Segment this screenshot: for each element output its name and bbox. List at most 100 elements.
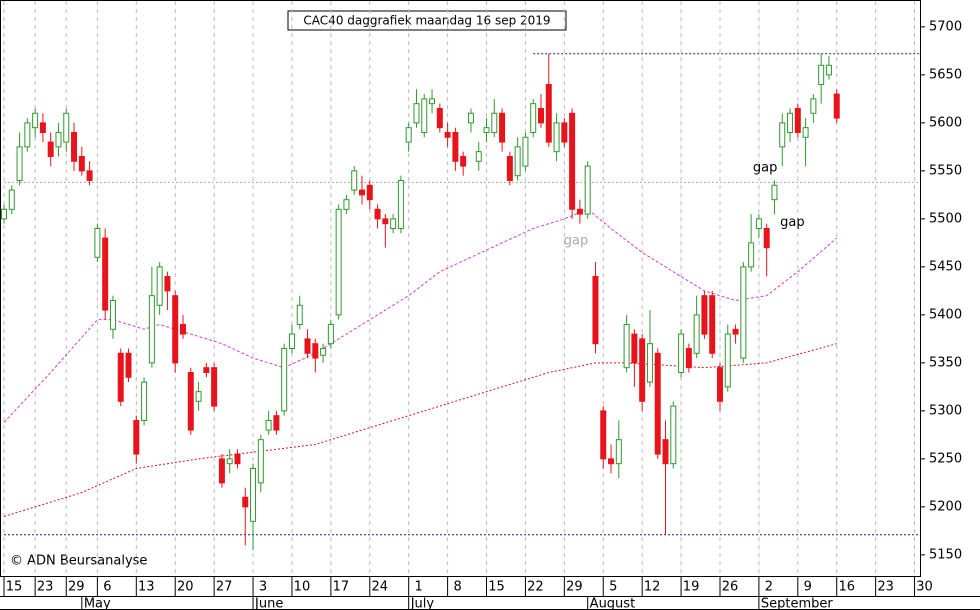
x-tick-label: 3 (259, 580, 267, 595)
candle-body (312, 343, 319, 359)
candle-body (483, 127, 490, 133)
candle-body (576, 208, 583, 215)
annotation: gap (564, 233, 588, 248)
candle-body (763, 227, 770, 249)
candle-body (436, 107, 443, 129)
y-tick-label: 5550 (929, 163, 962, 178)
candle-body (600, 410, 607, 460)
candle-body (141, 381, 148, 421)
candle-body (117, 352, 124, 402)
candle-body (288, 333, 295, 349)
x-tick-label: 29 (68, 580, 85, 595)
candle-body (553, 122, 560, 153)
candle-body (226, 458, 233, 465)
candle-body (273, 415, 280, 431)
candle-body (39, 122, 46, 133)
month-label: September (761, 597, 834, 610)
x-tick-label: 15 (488, 580, 505, 595)
candle-body (1, 208, 7, 220)
candle-body (662, 439, 669, 465)
candle-body (195, 391, 202, 402)
y-tick-label: 5300 (929, 403, 962, 418)
candle-body (794, 107, 801, 133)
x-tick-label: 12 (644, 580, 661, 595)
y-tick-label: 5350 (929, 355, 962, 370)
x-tick-label: 24 (372, 580, 389, 595)
y-tick-label: 5400 (929, 307, 962, 322)
candle-body (94, 227, 101, 258)
candle-body (343, 199, 350, 210)
y-tick-label: 5200 (929, 499, 962, 514)
candle-body (639, 338, 646, 402)
y-tick-label: 5500 (929, 211, 962, 226)
candle-body (366, 184, 373, 201)
candle-body (179, 323, 186, 335)
candle-body (755, 218, 762, 229)
candle-body (109, 299, 116, 330)
candle-body (382, 218, 389, 225)
candle-body (522, 136, 529, 167)
candle-body (257, 439, 264, 484)
x-tick-label: 26 (722, 580, 739, 595)
x-tick-label: 2 (765, 580, 773, 595)
y-tick-label: 5600 (929, 115, 962, 130)
candle-body (654, 352, 661, 455)
plot-frame (0, 0, 921, 577)
y-tick-label: 5150 (929, 547, 962, 562)
candle-body (405, 127, 412, 143)
x-tick-label: 23 (37, 580, 54, 595)
candle-body (569, 112, 576, 210)
candle-body (413, 103, 420, 124)
candle-body (218, 458, 225, 484)
candle-body (281, 347, 288, 412)
candle-body (584, 165, 591, 215)
candle-body (670, 405, 677, 465)
candle-body (460, 155, 467, 167)
candle-body (802, 127, 809, 138)
candle-body (810, 98, 817, 114)
candle-body (623, 323, 630, 369)
x-tick-label: 17 (333, 580, 350, 595)
candle-body (296, 304, 303, 325)
candle-body (499, 112, 506, 143)
candle-body (678, 333, 685, 373)
candle-body (709, 295, 716, 354)
candle-body (203, 367, 210, 373)
candle-body (444, 131, 451, 138)
candle-body (24, 122, 31, 148)
x-tick-label: 15 (6, 580, 23, 595)
candle-body (133, 419, 140, 455)
candle-body (86, 170, 93, 181)
candle-body (78, 155, 85, 172)
candle-body (732, 328, 739, 335)
x-tick-label: 20 (177, 580, 194, 595)
candle-body (592, 275, 599, 345)
x-tick-label: 19 (683, 580, 700, 595)
annotation: gap (753, 161, 777, 176)
candle-body (833, 93, 840, 119)
candle-body (779, 122, 786, 148)
x-tick-label: 9 (804, 580, 812, 595)
x-tick-label: 30 (916, 580, 933, 595)
candle-body (693, 314, 700, 354)
candle-body (748, 242, 755, 268)
candle-body (8, 189, 15, 210)
candle-body (304, 338, 311, 354)
y-tick-label: 5700 (929, 19, 962, 34)
candle-body (265, 419, 272, 431)
candle-body (63, 112, 70, 143)
month-label: June (254, 597, 283, 610)
candle-body (71, 131, 78, 162)
candle-body (537, 107, 544, 124)
candle-body (685, 347, 692, 369)
candle-body (172, 295, 179, 364)
candle-body (421, 98, 428, 133)
candle-body (716, 367, 723, 402)
candle-body (320, 347, 327, 356)
candle-body (452, 131, 459, 162)
x-tick-label: 13 (138, 580, 155, 595)
x-tick-label: 10 (294, 580, 311, 595)
y-tick-label: 5450 (929, 259, 962, 274)
candle-body (467, 112, 474, 124)
